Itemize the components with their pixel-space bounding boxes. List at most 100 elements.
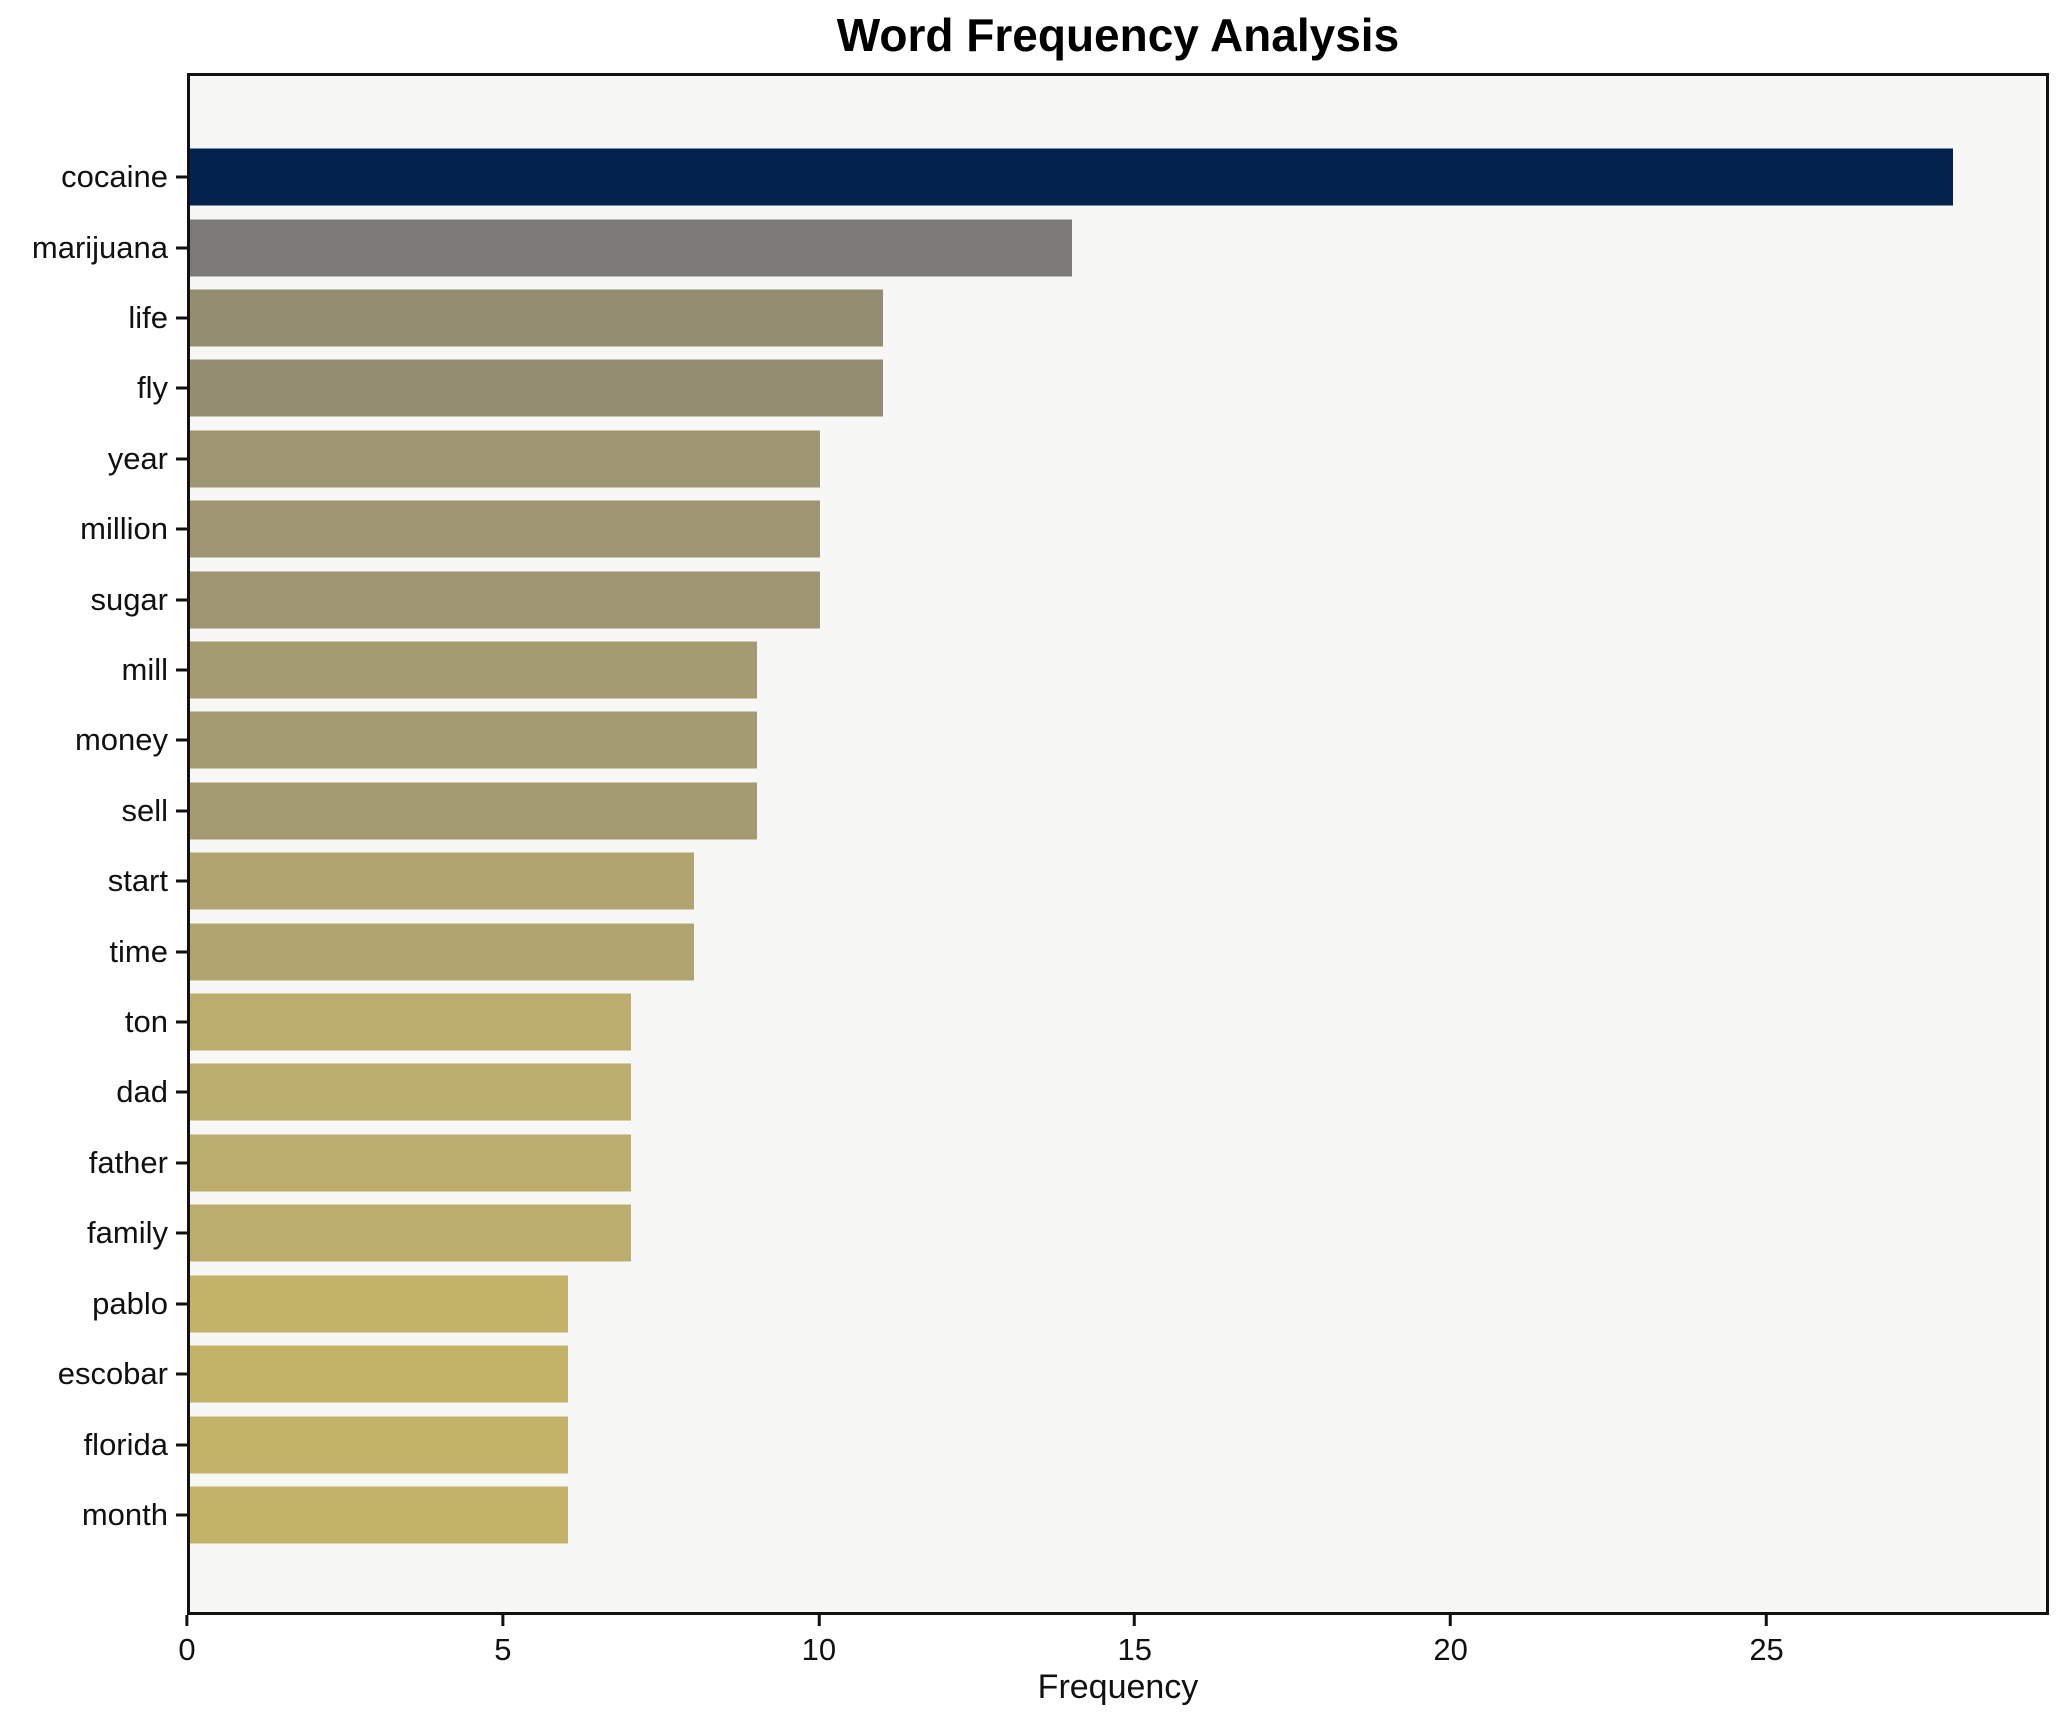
bar: [190, 1063, 631, 1121]
x-tick: 20: [1433, 1615, 1468, 1668]
bar-row: family: [87, 1198, 2046, 1268]
x-axis: 0 5 10 15 20 25: [178, 1615, 2049, 1675]
x-tick-mark: [1765, 1615, 1769, 1626]
bar: [190, 852, 694, 910]
y-tick-mark: [176, 1090, 187, 1094]
bar: [190, 500, 820, 558]
y-tick-mark: [176, 1443, 187, 1447]
y-tick-label: escobar: [57, 1356, 168, 1392]
y-tick-label: year: [107, 440, 168, 476]
x-tick-mark: [185, 1615, 189, 1626]
x-tick-label: 5: [494, 1632, 512, 1667]
x-tick-label: 25: [1749, 1632, 1784, 1667]
y-tick-label: sell: [121, 792, 168, 828]
y-tick-label: million: [80, 511, 168, 547]
x-tick-label: 20: [1433, 1632, 1468, 1667]
x-tick-mark: [817, 1615, 821, 1626]
y-tick-mark: [176, 1161, 187, 1165]
bar: [190, 711, 757, 769]
bar: [190, 1345, 568, 1403]
y-tick-label: month: [81, 1496, 168, 1532]
bar-row: pablo: [92, 1269, 2046, 1339]
x-tick: 0: [178, 1615, 196, 1668]
y-tick-mark: [176, 1372, 187, 1376]
bar: [190, 359, 883, 417]
x-tick: 5: [494, 1615, 512, 1668]
y-tick-label: dad: [116, 1074, 168, 1110]
y-tick-mark: [176, 1231, 187, 1235]
bar-row: ton: [125, 987, 2046, 1057]
y-tick-mark: [176, 457, 187, 461]
x-tick: 25: [1749, 1615, 1784, 1668]
bar: [190, 571, 820, 629]
y-tick-label: money: [74, 722, 168, 758]
bar-row: sell: [121, 776, 2046, 846]
y-tick-mark: [176, 1513, 187, 1517]
bar-row: father: [89, 1128, 2046, 1198]
bar: [190, 1275, 568, 1333]
y-tick-label: florida: [83, 1426, 168, 1462]
bar-row: cocaine: [61, 142, 2046, 212]
x-tick-mark: [1449, 1615, 1453, 1626]
bar: [190, 1204, 631, 1262]
y-tick-mark: [176, 386, 187, 390]
y-tick-mark: [176, 738, 187, 742]
bar: [190, 289, 883, 347]
y-tick-mark: [176, 668, 187, 672]
y-tick-mark: [176, 950, 187, 954]
x-tick-label: 0: [178, 1632, 196, 1667]
bar: [190, 993, 631, 1051]
y-tick-label: start: [107, 863, 168, 899]
bar-row: start: [108, 846, 2046, 916]
chart-title: Word Frequency Analysis: [836, 9, 1400, 61]
bars-container: cocaine marijuana life fly year million sugar m…: [32, 76, 2046, 1612]
y-tick-label: time: [109, 933, 168, 969]
y-tick-mark: [176, 246, 187, 250]
x-tick-label: 10: [801, 1632, 837, 1667]
x-tick-mark: [1133, 1615, 1137, 1626]
y-tick-label: mill: [121, 652, 169, 688]
bar: [190, 923, 694, 981]
bar: [190, 641, 757, 699]
y-tick-label: ton: [124, 1004, 168, 1040]
y-tick-label: fly: [137, 370, 168, 406]
plot-area: cocaine marijuana life fly year million sugar m…: [32, 73, 2049, 1615]
y-tick-label: family: [87, 1215, 168, 1251]
bar-row: escobar: [58, 1339, 2046, 1409]
y-tick-mark: [176, 316, 187, 320]
y-tick-mark: [176, 879, 187, 883]
y-tick-mark: [176, 175, 187, 179]
bar: [190, 1134, 631, 1192]
bar: [190, 782, 757, 840]
y-tick-label: sugar: [90, 581, 168, 617]
x-tick-label: 15: [1117, 1632, 1152, 1667]
bar-row: fly: [137, 353, 2046, 423]
y-tick-label: cocaine: [61, 159, 168, 195]
x-tick: 10: [802, 1615, 836, 1668]
bar-row: year: [108, 424, 2046, 494]
bar-row: life: [128, 283, 2046, 353]
bar-row: time: [109, 916, 2046, 986]
y-tick-label: father: [88, 1144, 168, 1180]
x-axis-label: Frequency: [1037, 1668, 1199, 1706]
y-tick-mark: [176, 809, 187, 813]
bar: [190, 219, 1072, 277]
y-tick-label: pablo: [92, 1285, 168, 1321]
bar-row: dad: [116, 1057, 2046, 1127]
bar-row: million: [80, 494, 2046, 564]
y-tick-mark: [176, 1302, 187, 1306]
y-tick-label: marijuana: [31, 229, 168, 265]
x-tick: 15: [1117, 1615, 1152, 1668]
bar-row: money: [75, 705, 2046, 775]
y-tick-mark: [176, 527, 187, 531]
bar-row: month: [82, 1480, 2046, 1550]
bar-row: mill: [122, 635, 2046, 705]
bar-row: sugar: [90, 564, 2046, 634]
y-tick-mark: [176, 1020, 187, 1024]
y-tick-mark: [176, 598, 187, 602]
bar-row: marijuana: [32, 212, 2046, 282]
bar: [190, 430, 820, 488]
bar: [190, 1416, 568, 1474]
bar: [190, 148, 1954, 206]
